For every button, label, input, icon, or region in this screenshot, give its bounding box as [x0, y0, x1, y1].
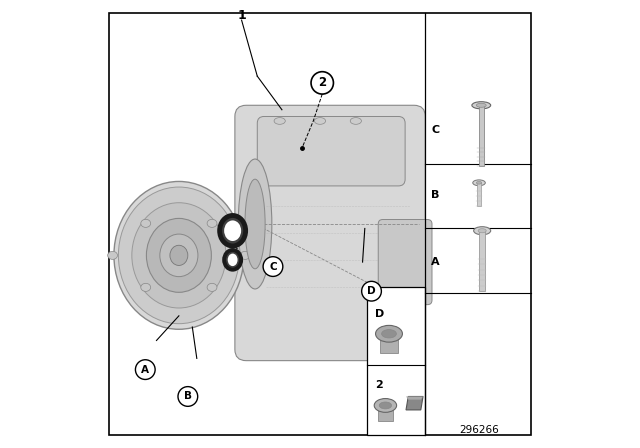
Polygon shape: [406, 396, 423, 410]
Circle shape: [136, 360, 155, 379]
Ellipse shape: [238, 159, 272, 289]
Ellipse shape: [478, 229, 486, 233]
Text: 2: 2: [374, 380, 383, 390]
FancyBboxPatch shape: [378, 220, 432, 305]
Bar: [367, 287, 425, 435]
Bar: [378, 405, 393, 421]
Text: C: C: [431, 125, 439, 135]
Ellipse shape: [474, 227, 491, 235]
Ellipse shape: [224, 250, 241, 270]
Ellipse shape: [314, 118, 326, 125]
Ellipse shape: [108, 251, 118, 259]
Ellipse shape: [141, 283, 150, 291]
Bar: [477, 183, 481, 206]
Ellipse shape: [240, 251, 250, 259]
Ellipse shape: [472, 102, 491, 109]
Ellipse shape: [228, 254, 237, 266]
Ellipse shape: [170, 246, 188, 265]
Ellipse shape: [207, 220, 217, 228]
Ellipse shape: [381, 330, 396, 338]
Ellipse shape: [274, 118, 285, 125]
Ellipse shape: [147, 219, 211, 293]
Ellipse shape: [118, 187, 239, 323]
Ellipse shape: [380, 402, 392, 409]
Ellipse shape: [160, 234, 198, 277]
Ellipse shape: [141, 220, 150, 228]
Text: D: D: [367, 286, 376, 296]
Bar: [479, 231, 485, 291]
FancyBboxPatch shape: [257, 116, 405, 186]
Ellipse shape: [207, 283, 217, 291]
Ellipse shape: [404, 224, 424, 282]
Text: 296266: 296266: [459, 425, 499, 435]
Ellipse shape: [245, 179, 265, 269]
Text: C: C: [269, 262, 276, 271]
Ellipse shape: [224, 220, 241, 241]
Bar: [380, 334, 398, 353]
Text: B: B: [184, 392, 192, 401]
Ellipse shape: [376, 325, 403, 342]
Ellipse shape: [476, 103, 486, 108]
Bar: [479, 105, 484, 166]
FancyBboxPatch shape: [235, 105, 425, 361]
Circle shape: [362, 281, 381, 301]
Text: A: A: [141, 365, 149, 375]
Ellipse shape: [350, 118, 362, 125]
Circle shape: [178, 387, 198, 406]
Text: B: B: [431, 190, 440, 200]
Ellipse shape: [114, 181, 244, 329]
Text: 1: 1: [237, 9, 246, 22]
Text: D: D: [374, 309, 384, 319]
Ellipse shape: [374, 399, 397, 412]
Polygon shape: [406, 396, 423, 400]
Ellipse shape: [476, 181, 482, 184]
Ellipse shape: [132, 203, 226, 308]
Circle shape: [263, 257, 283, 276]
Circle shape: [311, 72, 333, 94]
Ellipse shape: [220, 215, 246, 246]
Text: 2: 2: [318, 76, 326, 90]
Ellipse shape: [473, 180, 485, 185]
Text: A: A: [431, 257, 440, 267]
